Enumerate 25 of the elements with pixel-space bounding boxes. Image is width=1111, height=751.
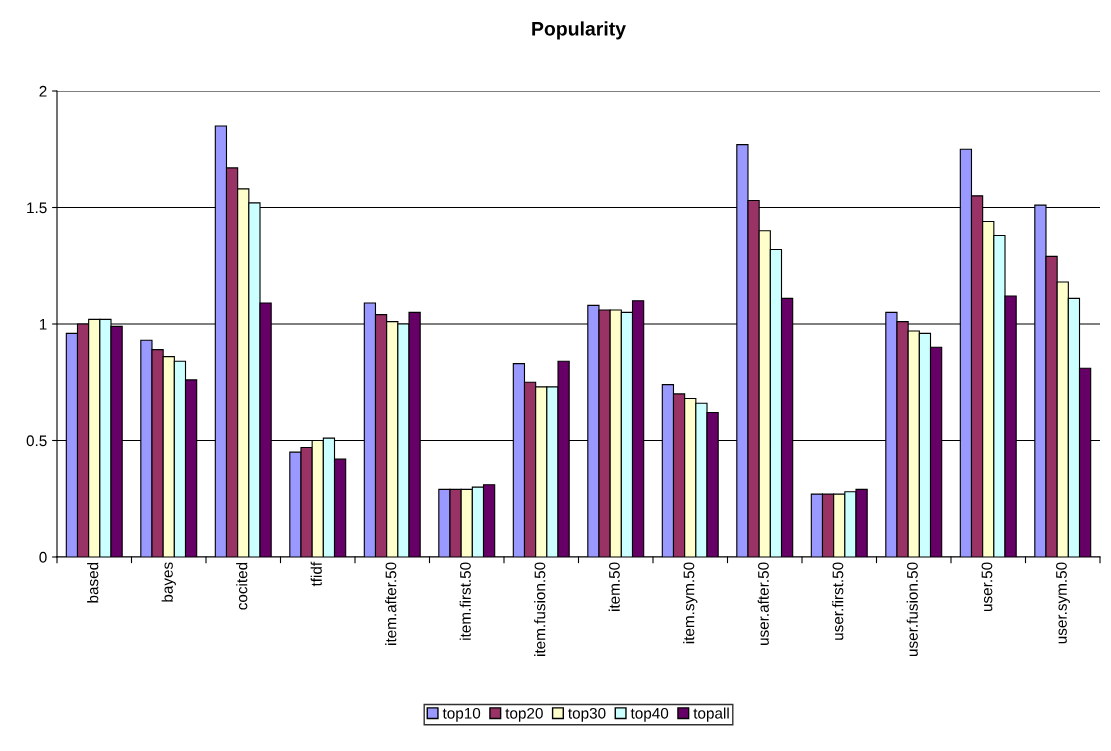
y-tick-label: 0.5 — [26, 435, 47, 447]
legend-label: top30 — [568, 707, 606, 722]
x-tick-label: user.after.50 — [757, 562, 769, 645]
x-tick-label: based — [87, 562, 99, 603]
x-tick-label: user.first.50 — [832, 562, 844, 640]
y-tick-label: 1.5 — [27, 202, 47, 214]
y-tick-label: 1 — [39, 319, 47, 330]
x-tick-label: item.50 — [608, 562, 620, 611]
y-tick-label: 0 — [39, 551, 47, 563]
x-tick-label: bayes — [161, 562, 176, 602]
x-tick-label: tfidf — [310, 561, 322, 587]
x-tick-label: item.after.50 — [385, 562, 397, 645]
legend-label: top20 — [505, 707, 543, 722]
legend-label: top40 — [630, 707, 669, 722]
x-tick-label: user.fusion.50 — [906, 562, 918, 656]
legend-label: topall — [693, 707, 729, 722]
y-tick-label: 2 — [39, 85, 47, 97]
legend-label: top10 — [442, 707, 481, 722]
chart-title: Popularity — [532, 21, 626, 40]
x-tick-label: user.sym.50 — [1056, 562, 1070, 644]
x-tick-label: item.sym.50 — [683, 562, 698, 644]
x-tick-label: item.fusion.50 — [534, 562, 546, 656]
x-tick-label: cocited — [236, 562, 248, 610]
x-tick-label: item.first.50 — [459, 562, 471, 640]
x-tick-label: user.50 — [981, 562, 993, 611]
